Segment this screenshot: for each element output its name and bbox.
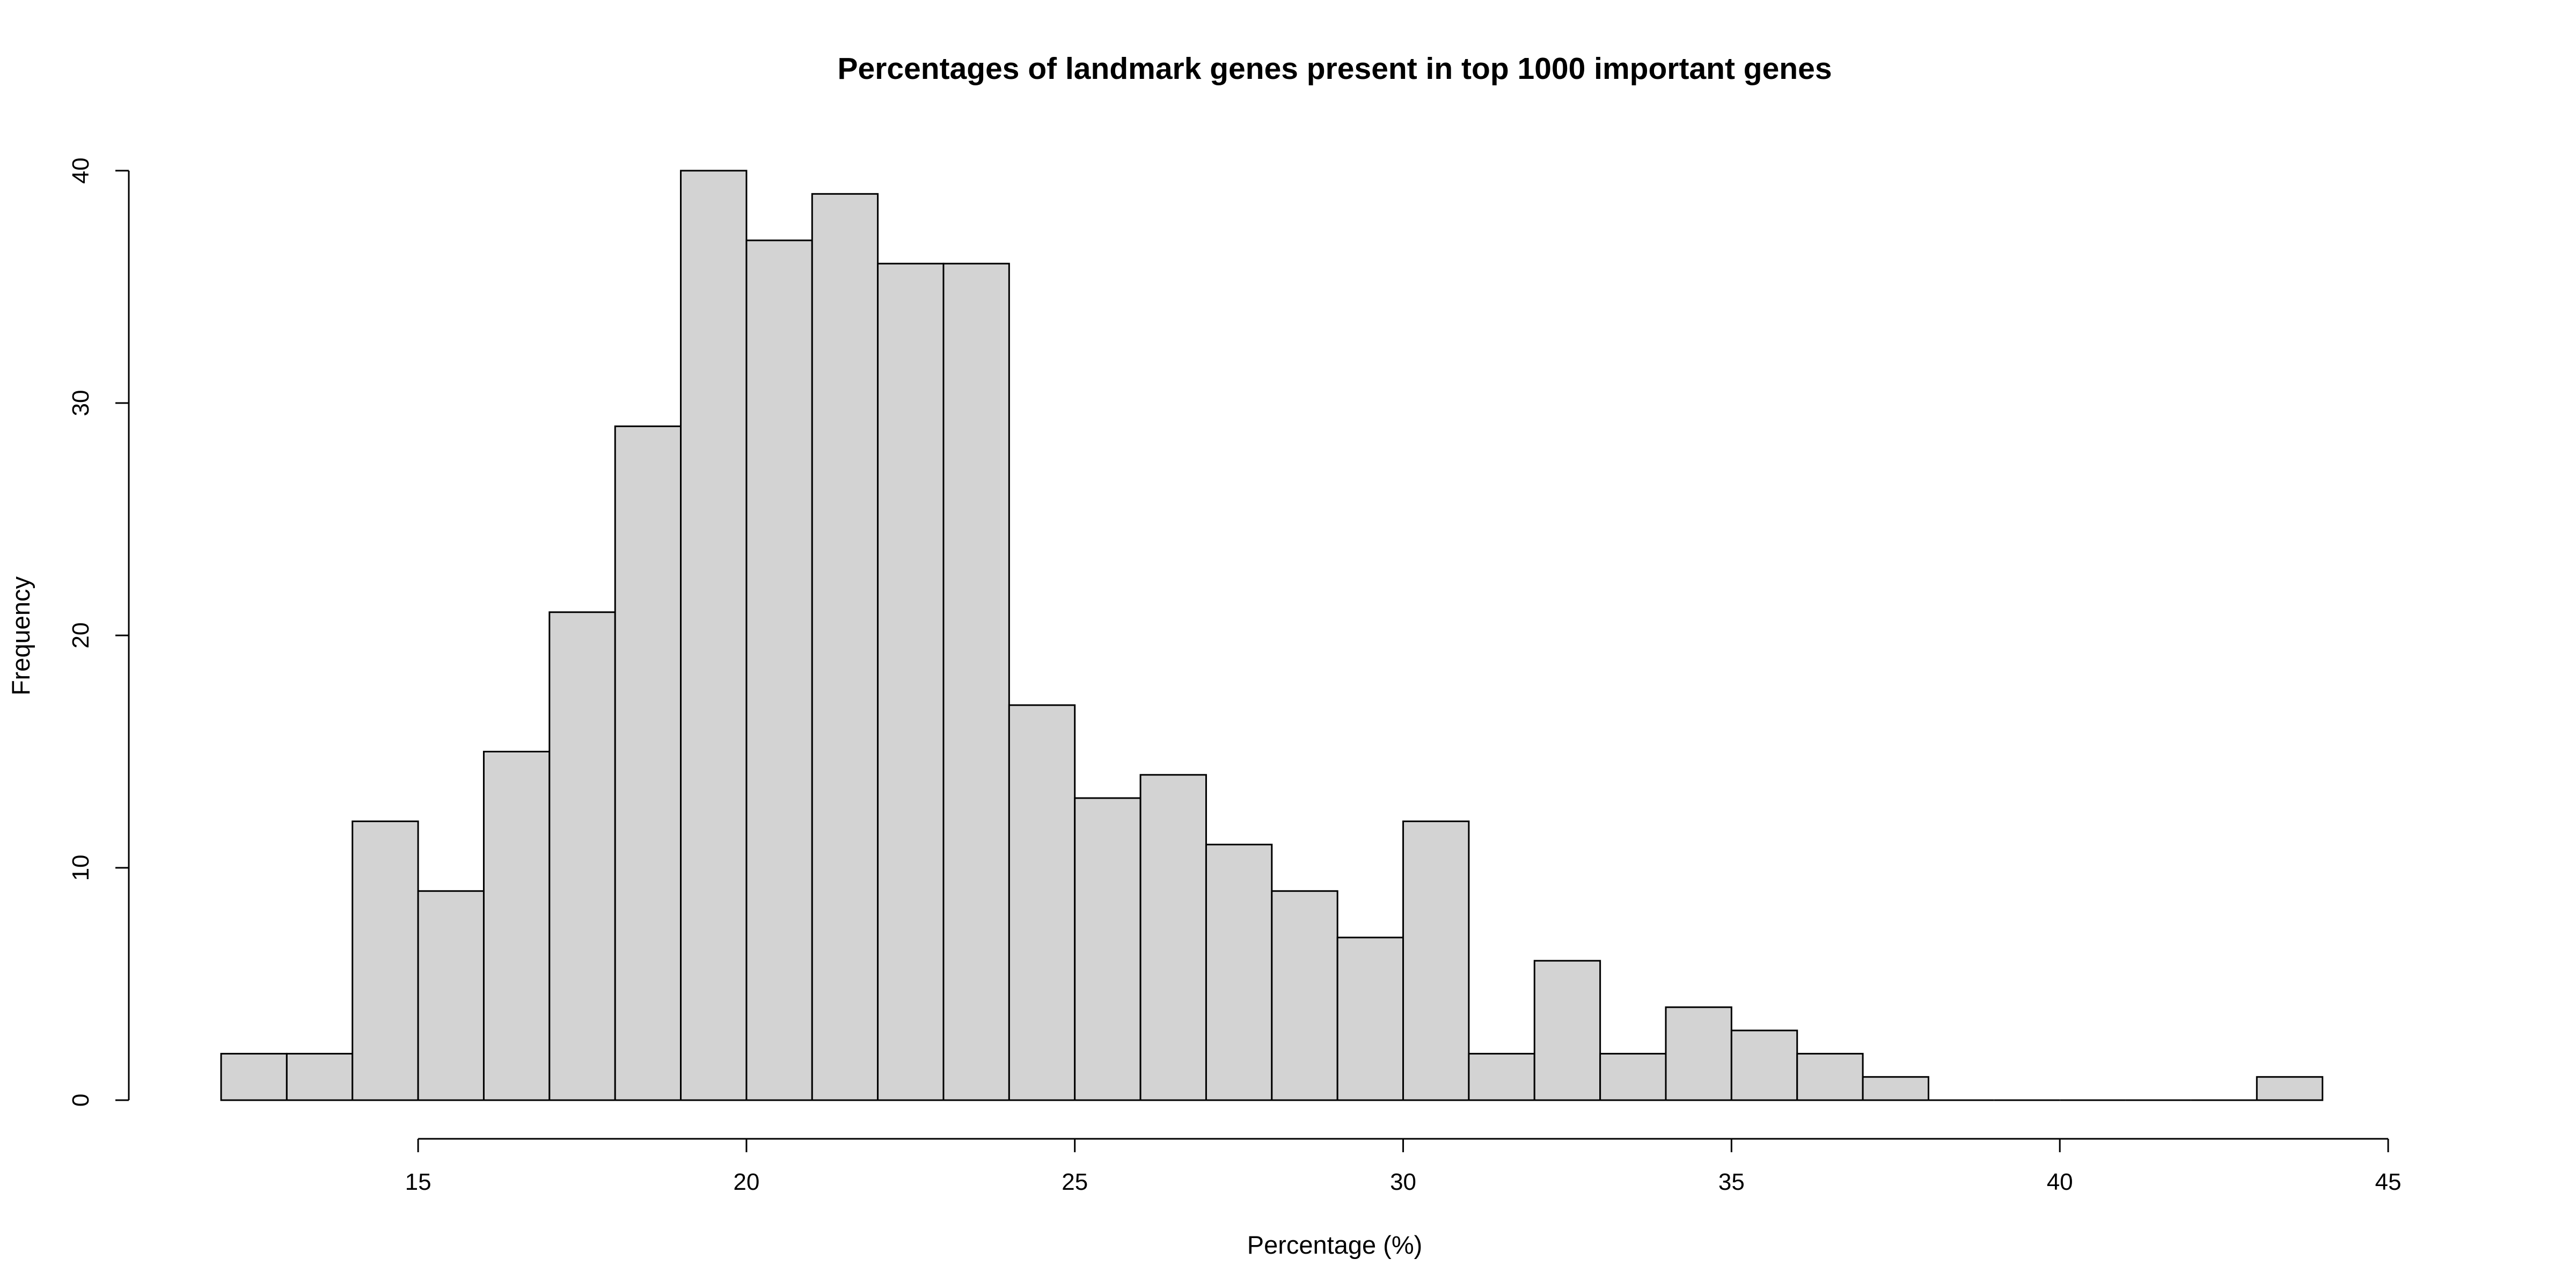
x-axis-label: Percentage (%): [1247, 1231, 1423, 1259]
x-tick-label: 15: [405, 1169, 431, 1195]
histogram-bar: [1402, 820, 1470, 1101]
x-tick-label: 35: [1718, 1169, 1745, 1195]
histogram-bar: [548, 611, 616, 1101]
histogram-bar: [745, 239, 813, 1101]
y-axis-label: Frequency: [6, 576, 35, 696]
histogram-bar: [1008, 704, 1076, 1101]
y-tick-label: 20: [68, 623, 94, 649]
histogram-bar: [1468, 1052, 1535, 1101]
histogram-bar: [680, 170, 748, 1101]
histogram-bar: [220, 1052, 288, 1101]
histogram-bar: [286, 1052, 354, 1101]
histogram-bar: [1336, 936, 1404, 1101]
histogram-bar: [1533, 960, 1601, 1101]
histogram-bar: [1730, 1029, 1798, 1101]
x-tick-label: 40: [2047, 1169, 2073, 1195]
y-tick-label: 40: [68, 158, 94, 184]
x-tick-label: 25: [1062, 1169, 1088, 1195]
histogram-bar: [417, 890, 485, 1101]
histogram-bar: [1862, 1076, 1929, 1101]
histogram-bar: [614, 425, 682, 1101]
histogram-bar: [1665, 1006, 1732, 1101]
y-axis: 0 10 20 30 40: [68, 158, 130, 1107]
histogram-bar: [877, 262, 945, 1101]
x-tick-label: 30: [1390, 1169, 1416, 1195]
histogram-bar: [1599, 1052, 1667, 1101]
histogram-bar: [811, 193, 879, 1101]
chart-title: Percentages of landmark genes present in…: [837, 52, 1832, 86]
histogram-bar: [1074, 797, 1141, 1101]
histogram-bar: [2256, 1076, 2324, 1101]
histogram-bar: [1205, 844, 1273, 1101]
histogram-bar: [942, 262, 1010, 1101]
histogram-bar: [1139, 774, 1207, 1101]
x-axis: 15 20 25 30 35 40 45: [405, 1138, 2402, 1195]
histogram-bar: [482, 751, 551, 1101]
x-tick-label: 20: [733, 1169, 759, 1195]
y-tick-label: 30: [68, 390, 94, 416]
histogram-bar: [352, 820, 419, 1101]
histogram-bars: [220, 170, 2324, 1101]
histogram-bar: [1271, 890, 1338, 1101]
x-tick-label: 45: [2375, 1169, 2402, 1195]
y-tick-label: 10: [68, 855, 94, 881]
y-tick-label: 0: [68, 1094, 94, 1107]
histogram-bar: [1796, 1052, 1864, 1101]
